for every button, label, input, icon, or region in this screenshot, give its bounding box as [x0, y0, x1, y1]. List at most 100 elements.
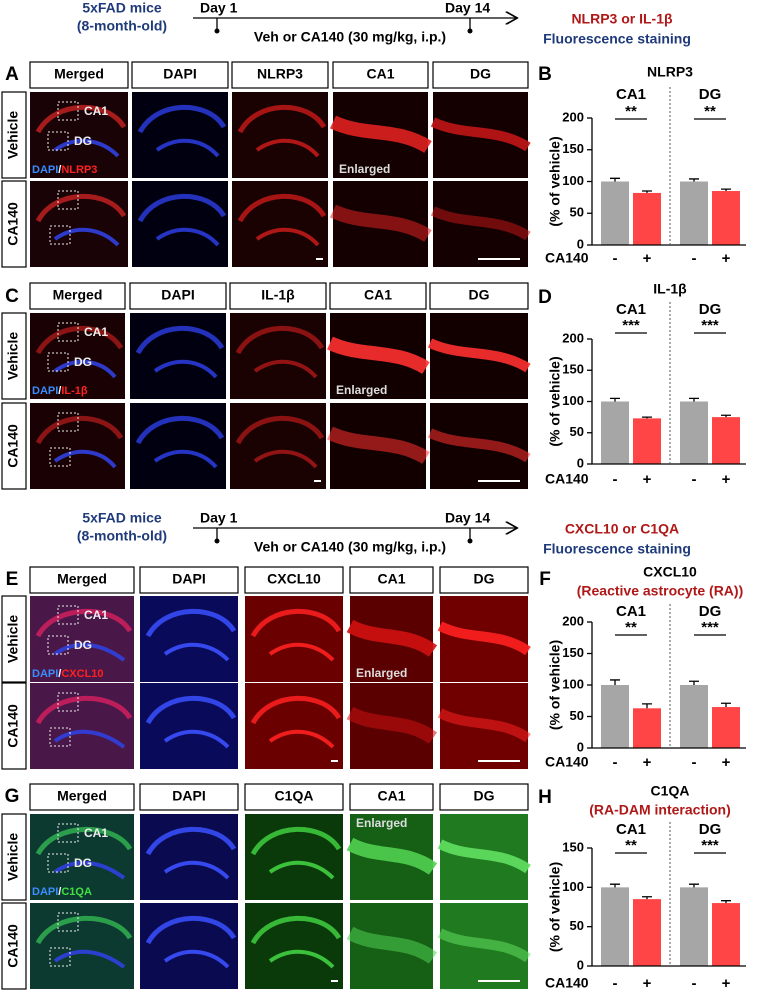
dentate-structure — [253, 359, 318, 379]
treatment: Veh or CA140 (30 mg/kg, i.p.) — [254, 539, 446, 555]
region-label: CA1 — [84, 826, 108, 840]
hippocampus-structure — [35, 695, 133, 725]
roi-box — [47, 131, 69, 151]
error-bar — [642, 190, 652, 193]
column-header: DAPI — [172, 788, 205, 804]
row-label: CA140 — [5, 924, 21, 968]
x-axis-label: CA140 — [545, 250, 589, 266]
error-bar — [610, 883, 620, 888]
bar — [680, 181, 708, 245]
dentate-structure — [163, 949, 230, 969]
roi-box — [47, 853, 69, 873]
hippocampus-structure — [250, 915, 342, 945]
day-end: Day 14 — [445, 510, 490, 526]
hippocampus-structure — [35, 915, 133, 945]
method: Fluorescence staining — [543, 31, 691, 47]
dentate-structure — [53, 860, 126, 880]
x-tick-label: - — [692, 250, 697, 267]
day-start: Day 1 — [200, 0, 238, 16]
readout: CXCL10 or C1QA — [565, 521, 679, 537]
roi-box — [57, 322, 79, 342]
panel-letter: C — [5, 286, 19, 307]
cell-layer — [427, 428, 531, 463]
column-header-box — [244, 783, 344, 811]
hippocampus-structure — [235, 325, 325, 355]
day-start: Day 1 — [200, 510, 238, 526]
cell-layer — [330, 115, 432, 154]
micrograph — [130, 313, 226, 399]
stain-part: / — [58, 385, 61, 397]
row-label-box — [1, 312, 27, 400]
micrograph — [230, 403, 326, 489]
x-tick-label: + — [643, 754, 652, 771]
stain-part: C1QA — [61, 886, 92, 898]
roi-box — [49, 727, 71, 747]
column-header: CXCL10 — [267, 571, 321, 587]
cell-layer — [346, 837, 438, 875]
column-header: Merged — [53, 287, 103, 303]
cell-layer — [430, 206, 531, 241]
row-label-box — [1, 902, 27, 990]
hippocampus-structure — [137, 193, 227, 223]
y-tick-label: 0 — [577, 455, 584, 470]
micrograph — [245, 683, 343, 769]
micrograph — [140, 596, 238, 682]
stain-part: DAPI — [32, 385, 58, 397]
bar — [680, 685, 708, 748]
dentate-structure — [53, 227, 120, 247]
error-bar — [642, 416, 652, 419]
hippocampus-structure — [250, 826, 342, 856]
cell-layer — [437, 928, 531, 963]
note: Enlarged — [356, 816, 407, 830]
dentate-structure — [53, 729, 126, 749]
column-header: C1QA — [275, 788, 314, 804]
region-label: CA1 — [84, 608, 108, 622]
readout: NLRP3 or IL-1β — [571, 11, 673, 27]
stain-part: DAPI — [32, 164, 58, 176]
roi-box — [57, 101, 79, 121]
bar — [680, 401, 708, 464]
micrograph — [132, 181, 228, 267]
significance: *** — [701, 317, 719, 334]
y-tick-label: 50 — [570, 708, 584, 723]
row-label: Vehicle — [5, 332, 21, 380]
hippocampus-structure — [250, 695, 342, 725]
dentate-structure — [268, 729, 335, 749]
column-header-box — [244, 566, 344, 594]
cell-layer — [427, 338, 531, 373]
roi-box — [57, 823, 79, 843]
column-header-box — [29, 566, 135, 594]
hippocampus-structure — [145, 826, 237, 856]
stain-part: NLRP3 — [61, 164, 97, 176]
bar — [712, 903, 740, 966]
row-label-box — [1, 180, 27, 268]
bar — [601, 887, 629, 966]
chart-title: C1QA — [651, 783, 690, 799]
dentate-structure — [163, 860, 230, 880]
roi-box — [57, 912, 79, 932]
error-bar — [721, 414, 731, 418]
note: Enlarged — [356, 666, 407, 680]
x-axis-label: CA140 — [545, 975, 589, 991]
age-label: (8-month-old) — [77, 18, 167, 34]
column-header: DAPI — [172, 571, 205, 587]
dentate-structure — [53, 949, 126, 969]
column-header-box — [332, 61, 429, 89]
significance: ** — [704, 103, 716, 120]
y-tick-label: 50 — [570, 424, 584, 439]
row-label-box — [1, 91, 27, 179]
cell-layer — [346, 706, 438, 744]
y-axis-label: (% of vehicle) — [547, 640, 563, 730]
dentate-structure — [153, 359, 218, 379]
y-tick-label: 200 — [562, 109, 584, 124]
hippocampus-structure — [35, 193, 127, 223]
group-label: DG — [699, 603, 722, 620]
column-header-box — [439, 783, 529, 811]
hippocampus-structure — [145, 695, 237, 725]
cell-layer — [346, 619, 438, 657]
hippocampus-structure — [235, 415, 325, 445]
stain-part: CXCL10 — [61, 668, 103, 680]
dentate-structure — [255, 138, 320, 158]
group-label: CA1 — [616, 301, 646, 318]
